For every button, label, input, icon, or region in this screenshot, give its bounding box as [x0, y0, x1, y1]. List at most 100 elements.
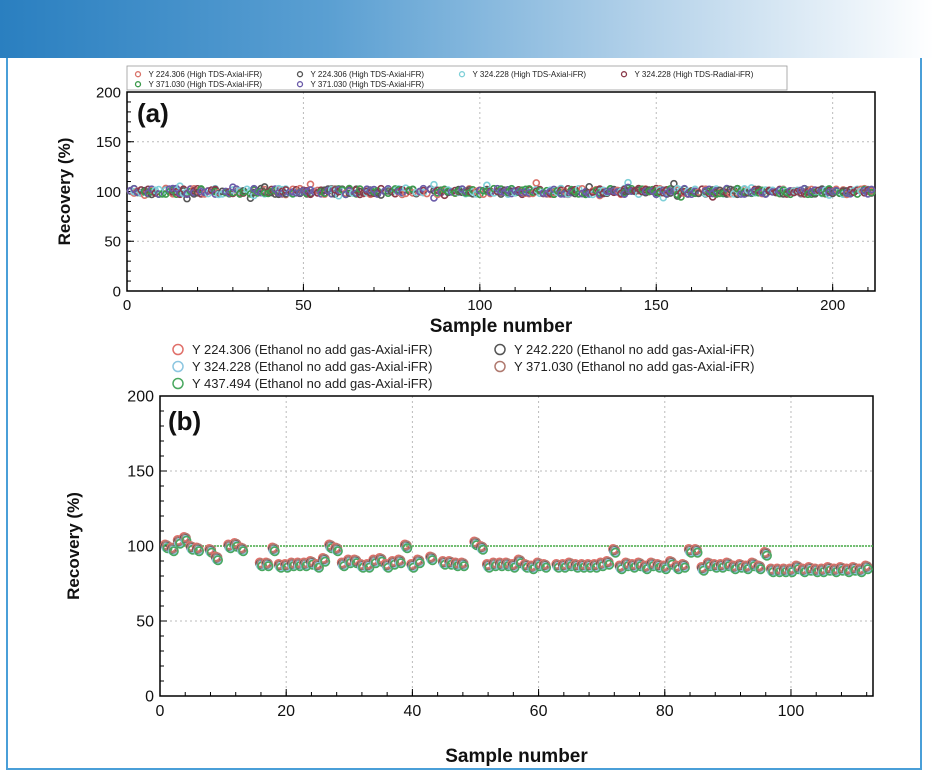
data-point — [408, 189, 417, 197]
ticks-a: 0 50 100 150 200 0 50 100 150 200 — [96, 84, 869, 314]
ticks-b: 0 20 40 60 80 100 0 50 100 150 200 — [127, 389, 868, 720]
data-point — [218, 187, 227, 196]
y-tick-label: 50 — [136, 614, 154, 631]
y-tick-label: 200 — [127, 389, 154, 406]
legend-item: Y 224.306 (High TDS-Axial-iFR) — [296, 70, 425, 79]
legend-marker — [134, 71, 142, 78]
data-point — [447, 188, 456, 196]
y-tick-label: 150 — [127, 464, 154, 481]
legend-label: Y 324.228 (Ethanol no add gas-Axial-iFR) — [192, 359, 432, 374]
data-point — [211, 190, 220, 198]
x-tick-label: 20 — [277, 703, 295, 720]
data-point — [427, 555, 438, 566]
y-tick-label: 0 — [145, 689, 154, 706]
legend-label: Y 371.030 (High TDS-Axial-iFR) — [149, 80, 263, 89]
data-point — [532, 179, 541, 187]
legend-marker — [134, 81, 142, 88]
data-point — [853, 186, 862, 195]
data-point — [412, 188, 421, 197]
data-point — [313, 562, 324, 573]
header-banner — [0, 0, 934, 58]
y-tick-label: 50 — [104, 234, 121, 251]
data-point — [867, 188, 876, 197]
data-point — [479, 186, 488, 195]
data-point — [334, 185, 343, 194]
data-point — [243, 185, 251, 194]
x-tick-label: 100 — [778, 703, 805, 720]
legend-item: Y 371.030 (High TDS-Axial-iFR) — [296, 80, 425, 89]
legend-marker — [172, 343, 184, 356]
data-point — [327, 185, 336, 194]
data-point — [497, 187, 505, 196]
data-point — [459, 561, 470, 572]
data-point — [761, 186, 770, 194]
x-tick-label: 50 — [295, 297, 312, 314]
data-point — [458, 188, 466, 197]
data-point — [269, 546, 280, 557]
legend-label: Y 224.306 (High TDS-Axial-iFR) — [311, 70, 425, 79]
legend-item: Y 224.306 (Ethanol no add gas-Axial-iFR) — [172, 342, 432, 357]
data-point — [610, 187, 618, 195]
data-point — [154, 190, 163, 198]
x-tick-label: 200 — [820, 297, 845, 314]
x-tick-label: 0 — [156, 703, 165, 720]
legend-label: Y 437.494 (Ethanol no add gas-Axial-iFR) — [192, 376, 432, 391]
chart-panel-a: 0 50 100 150 200 0 50 100 150 200 (a) Sample numb… — [55, 65, 876, 337]
legend-marker — [296, 71, 304, 78]
legend-marker — [620, 71, 628, 78]
x-tick-label: 0 — [123, 297, 131, 314]
x-tick-label: 60 — [530, 703, 548, 720]
legend-label: Y 324.228 (High TDS-Radial-iFR) — [635, 70, 754, 79]
data-point — [168, 546, 179, 557]
data-point — [574, 185, 583, 193]
data-point — [867, 185, 876, 194]
data-point — [541, 562, 552, 573]
data-point — [670, 179, 678, 188]
data-point — [238, 546, 249, 557]
data-point — [320, 556, 331, 567]
data-point — [641, 187, 650, 196]
legend-item: Y 224.306 (High TDS-Axial-iFR) — [134, 70, 263, 79]
y-tick-label: 150 — [96, 134, 121, 151]
legend-item: Y 371.030 (Ethanol no add gas-Axial-iFR) — [494, 359, 754, 374]
data-point — [768, 188, 777, 196]
panel-label-b: (b) — [168, 406, 201, 436]
y-tick-label: 100 — [127, 539, 154, 556]
data-point — [692, 547, 703, 558]
legend-a: Y 224.306 (High TDS-Axial-iFR) Y 224.306 … — [126, 65, 788, 91]
x-tick-label: 80 — [656, 703, 674, 720]
data-point — [281, 189, 290, 198]
legend-b: Y 224.306 (Ethanol no add gas-Axial-iFR)… — [172, 342, 754, 391]
data-point — [536, 189, 544, 198]
data-point — [306, 186, 315, 194]
legend-item: Y 437.494 (Ethanol no add gas-Axial-iFR) — [172, 376, 432, 391]
data-point — [204, 187, 212, 195]
x-axis-label-a: Sample number — [430, 316, 573, 337]
legend-label: Y 371.030 (High TDS-Axial-iFR) — [311, 80, 425, 89]
data-point — [426, 185, 435, 194]
data-point — [260, 189, 269, 197]
data-point — [373, 190, 382, 198]
data-point — [744, 188, 752, 197]
data-point — [862, 564, 873, 575]
data-point — [320, 186, 329, 194]
legend-item: Y 242.220 (Ethanol no add gas-Axial-iFR) — [494, 342, 754, 357]
data-point — [310, 187, 318, 196]
legend-label: Y 224.306 (Ethanol no add gas-Axial-iFR) — [192, 342, 432, 357]
legend-item: Y 324.228 (Ethanol no add gas-Axial-iFR) — [172, 359, 432, 374]
data-point — [811, 186, 819, 194]
data-point — [271, 190, 279, 198]
legend-marker — [172, 360, 184, 373]
y-tick-label: 0 — [113, 283, 121, 300]
data-point — [444, 187, 452, 196]
x-axis-label-b: Sample number — [445, 746, 588, 767]
y-axis-label-b: Recovery (%) — [64, 492, 83, 600]
legend-label: Y 224.306 (High TDS-Axial-iFR) — [149, 70, 263, 79]
data-point — [414, 558, 425, 569]
data-point — [574, 190, 583, 198]
legend-marker — [494, 360, 506, 373]
data-point — [147, 187, 156, 196]
x-tick-label: 40 — [403, 703, 421, 720]
x-tick-label: 150 — [644, 297, 669, 314]
